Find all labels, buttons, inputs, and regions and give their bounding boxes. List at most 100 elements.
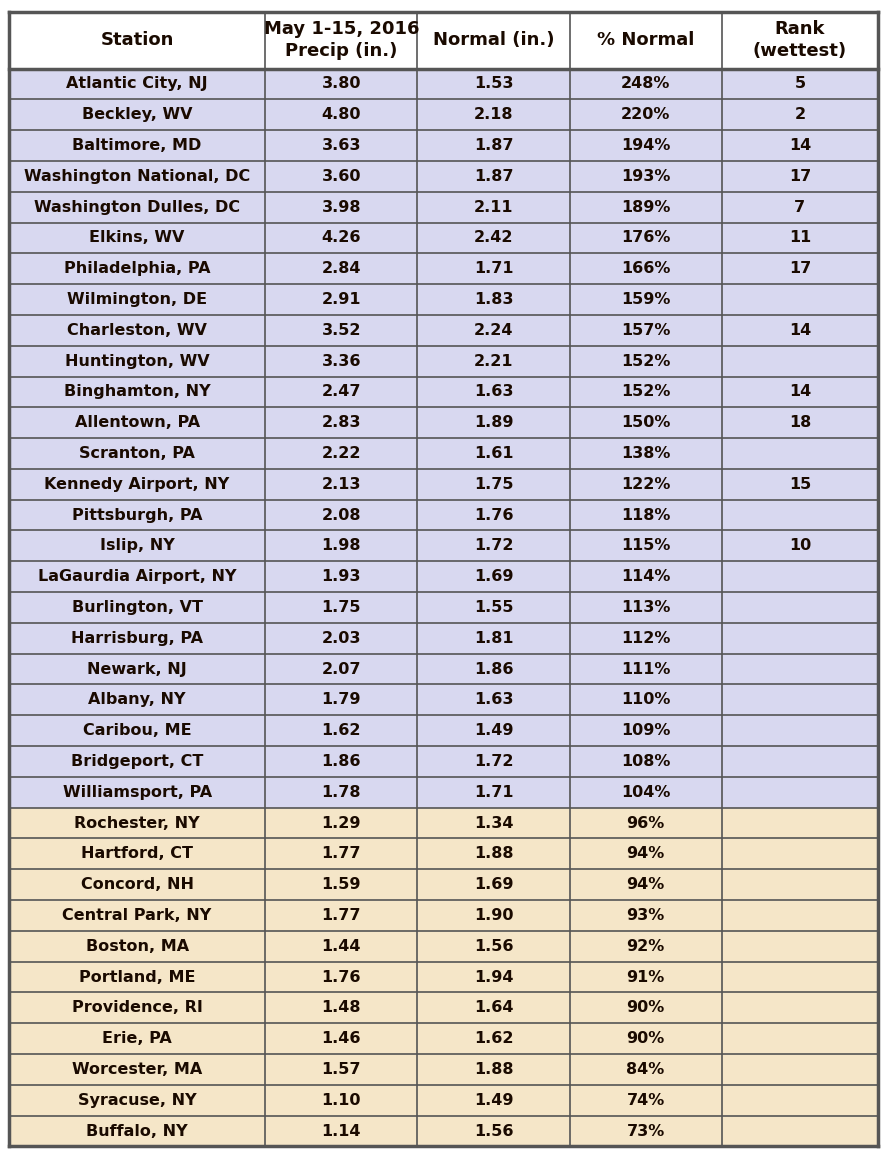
Text: 3.60: 3.60 (322, 169, 361, 184)
Bar (569, 992, 721, 1024)
Text: 1.83: 1.83 (473, 292, 513, 307)
Bar (417, 376, 569, 408)
Bar (569, 408, 721, 438)
Bar (417, 562, 569, 592)
Text: 17: 17 (788, 262, 810, 277)
Bar (9, 777, 265, 807)
Bar (721, 376, 877, 408)
Bar (721, 500, 877, 530)
Text: Providence, RI: Providence, RI (72, 1001, 202, 1016)
Text: 3.80: 3.80 (322, 76, 361, 91)
Bar (9, 1024, 265, 1054)
Text: 1.75: 1.75 (322, 600, 361, 615)
Bar (417, 161, 569, 192)
Bar (265, 684, 417, 716)
Text: 1.44: 1.44 (322, 939, 361, 954)
Text: 1.56: 1.56 (473, 939, 513, 954)
Text: 1.53: 1.53 (473, 76, 513, 91)
Bar (569, 192, 721, 222)
Text: Charleston, WV: Charleston, WV (67, 323, 206, 338)
Text: 1.77: 1.77 (322, 908, 361, 923)
Text: 159%: 159% (620, 292, 670, 307)
Text: 10: 10 (788, 538, 810, 554)
Text: 220%: 220% (620, 108, 670, 123)
Bar (417, 1024, 569, 1054)
Bar (265, 870, 417, 900)
Bar (569, 376, 721, 408)
Bar (721, 100, 877, 130)
Text: 92%: 92% (626, 939, 664, 954)
Text: 1.86: 1.86 (322, 754, 361, 769)
Bar (721, 1054, 877, 1085)
Bar (417, 684, 569, 716)
Text: Bridgeport, CT: Bridgeport, CT (71, 754, 203, 769)
Text: 176%: 176% (620, 230, 670, 245)
Bar (417, 130, 569, 161)
Text: 2.24: 2.24 (473, 323, 513, 338)
Bar (721, 130, 877, 161)
Text: Islip, NY: Islip, NY (99, 538, 175, 554)
Bar (9, 838, 265, 870)
Text: 14: 14 (788, 384, 810, 400)
Bar (265, 346, 417, 376)
Text: 1.46: 1.46 (322, 1031, 361, 1046)
Bar (721, 838, 877, 870)
Text: 1.63: 1.63 (473, 384, 513, 400)
Text: 104%: 104% (620, 785, 670, 800)
Text: 2.13: 2.13 (322, 477, 361, 492)
Bar (721, 961, 877, 992)
Text: Syracuse, NY: Syracuse, NY (78, 1093, 196, 1108)
Bar (721, 469, 877, 500)
Text: 1.71: 1.71 (473, 785, 513, 800)
Bar (9, 469, 265, 500)
Text: 110%: 110% (620, 692, 670, 708)
Text: 1.34: 1.34 (473, 815, 513, 830)
Text: 1.61: 1.61 (473, 446, 513, 461)
Bar (721, 1115, 877, 1146)
Bar (417, 408, 569, 438)
Bar (265, 1024, 417, 1054)
Bar (265, 315, 417, 346)
Bar (569, 807, 721, 838)
Text: 150%: 150% (620, 416, 670, 431)
Text: 1.49: 1.49 (473, 724, 513, 738)
Bar (265, 961, 417, 992)
Text: 1.75: 1.75 (473, 477, 513, 492)
Text: 115%: 115% (620, 538, 670, 554)
Bar (417, 1115, 569, 1146)
Text: Normal (in.): Normal (in.) (432, 31, 554, 49)
Text: 91%: 91% (626, 969, 664, 984)
Text: 1.79: 1.79 (322, 692, 361, 708)
Bar (9, 592, 265, 623)
Text: 1.56: 1.56 (473, 1123, 513, 1138)
Text: Kennedy Airport, NY: Kennedy Airport, NY (44, 477, 229, 492)
Text: 17: 17 (788, 169, 810, 184)
Bar (569, 1085, 721, 1115)
Bar (417, 746, 569, 777)
Text: 1.62: 1.62 (473, 1031, 513, 1046)
Bar (265, 408, 417, 438)
Bar (569, 961, 721, 992)
Bar (569, 777, 721, 807)
Text: 96%: 96% (626, 815, 664, 830)
Bar (265, 1054, 417, 1085)
Text: 157%: 157% (620, 323, 670, 338)
Bar (721, 192, 877, 222)
Bar (265, 653, 417, 684)
Text: 73%: 73% (626, 1123, 664, 1138)
Text: 18: 18 (788, 416, 810, 431)
Text: Concord, NH: Concord, NH (81, 877, 193, 892)
Bar (569, 1115, 721, 1146)
Bar (9, 1115, 265, 1146)
Text: Pittsburgh, PA: Pittsburgh, PA (72, 507, 202, 522)
Text: 1.62: 1.62 (322, 724, 361, 738)
Bar (721, 530, 877, 562)
Text: Albany, NY: Albany, NY (89, 692, 186, 708)
Text: 1.87: 1.87 (473, 169, 513, 184)
Bar (569, 12, 721, 68)
Bar (721, 716, 877, 746)
Bar (417, 192, 569, 222)
Text: 1.72: 1.72 (473, 754, 513, 769)
Bar (569, 870, 721, 900)
Text: 1.76: 1.76 (473, 507, 513, 522)
